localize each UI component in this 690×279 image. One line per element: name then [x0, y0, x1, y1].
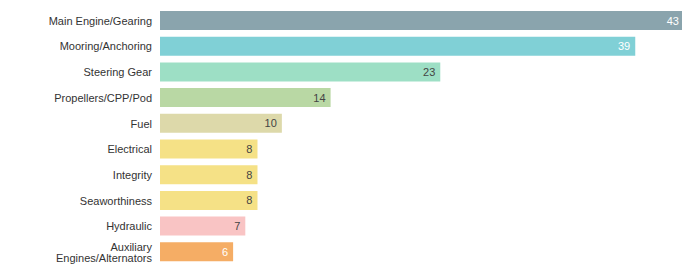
- svg-text:23: 23: [423, 66, 435, 78]
- svg-text:Propellers/CPP/Pod: Propellers/CPP/Pod: [54, 92, 152, 104]
- svg-text:8: 8: [246, 169, 252, 181]
- svg-text:43: 43: [667, 15, 679, 27]
- svg-text:AuxiliaryEngines/Alternators: AuxiliaryEngines/Alternators: [56, 241, 152, 264]
- svg-text:14: 14: [313, 92, 325, 104]
- svg-text:Fuel: Fuel: [131, 118, 152, 130]
- svg-text:6: 6: [222, 246, 228, 258]
- svg-text:Hydraulic: Hydraulic: [106, 220, 152, 232]
- svg-text:Main Engine/Gearing: Main Engine/Gearing: [49, 15, 152, 27]
- svg-text:8: 8: [246, 194, 252, 206]
- svg-text:Mooring/Anchoring: Mooring/Anchoring: [60, 40, 152, 52]
- svg-text:Integrity: Integrity: [113, 169, 153, 181]
- svg-text:Seaworthiness: Seaworthiness: [80, 195, 153, 207]
- svg-text:8: 8: [246, 143, 252, 155]
- svg-text:Steering Gear: Steering Gear: [84, 66, 153, 78]
- svg-text:7: 7: [234, 220, 240, 232]
- svg-text:10: 10: [265, 117, 277, 129]
- svg-text:Electrical: Electrical: [107, 143, 152, 155]
- svg-text:39: 39: [618, 40, 630, 52]
